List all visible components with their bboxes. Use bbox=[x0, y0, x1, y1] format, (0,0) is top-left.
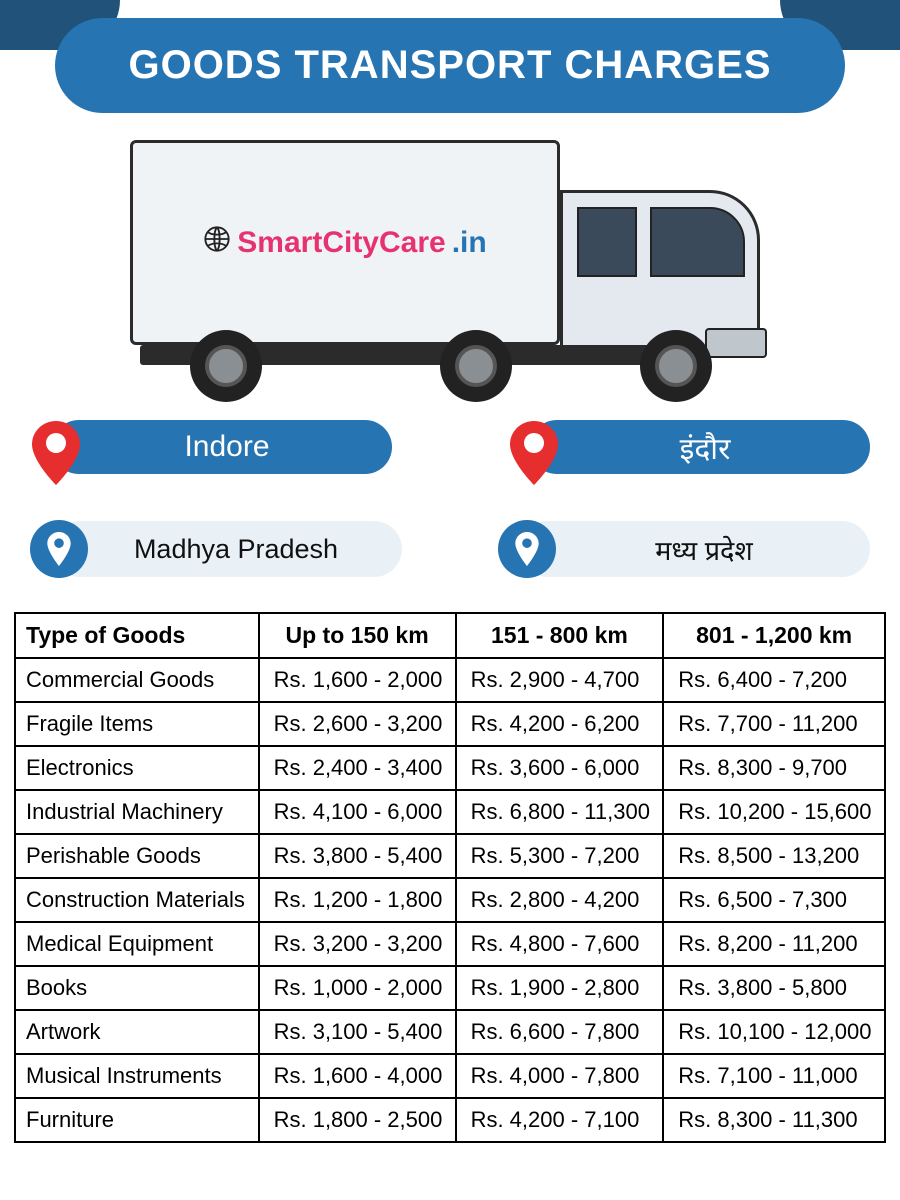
brand-name: SmartCityCare bbox=[237, 226, 445, 260]
city-hindi: इंदौर bbox=[508, 420, 870, 474]
location-pin-icon bbox=[498, 520, 556, 578]
table-header-cell: Up to 150 km bbox=[259, 613, 456, 658]
truck-wheel bbox=[440, 330, 512, 402]
state-hindi: मध्य प्रदेश bbox=[498, 520, 870, 578]
table-row: Construction MaterialsRs. 1,200 - 1,800R… bbox=[15, 878, 885, 922]
city-english: Indore bbox=[30, 420, 392, 474]
table-cell: Rs. 6,800 - 11,300 bbox=[456, 790, 664, 834]
table-cell: Rs. 2,800 - 4,200 bbox=[456, 878, 664, 922]
table-cell: Rs. 8,500 - 13,200 bbox=[663, 834, 885, 878]
table-row: Industrial MachineryRs. 4,100 - 6,000Rs.… bbox=[15, 790, 885, 834]
table-cell: Fragile Items bbox=[15, 702, 259, 746]
table-cell: Construction Materials bbox=[15, 878, 259, 922]
table-cell: Rs. 3,100 - 5,400 bbox=[259, 1010, 456, 1054]
truck-side-window bbox=[577, 207, 637, 277]
table-cell: Rs. 8,200 - 11,200 bbox=[663, 922, 885, 966]
table-cell: Rs. 4,200 - 7,100 bbox=[456, 1098, 664, 1142]
state-row: Madhya Pradesh मध्य प्रदेश bbox=[30, 520, 870, 578]
table-cell: Rs. 6,400 - 7,200 bbox=[663, 658, 885, 702]
table-row: Fragile ItemsRs. 2,600 - 3,200Rs. 4,200 … bbox=[15, 702, 885, 746]
truck-trailer: SmartCityCare.in bbox=[130, 140, 560, 345]
table-cell: Rs. 1,200 - 1,800 bbox=[259, 878, 456, 922]
table-cell: Musical Instruments bbox=[15, 1054, 259, 1098]
table-cell: Rs. 8,300 - 11,300 bbox=[663, 1098, 885, 1142]
table-cell: Rs. 4,000 - 7,800 bbox=[456, 1054, 664, 1098]
table-cell: Rs. 2,600 - 3,200 bbox=[259, 702, 456, 746]
page-title: GOODS TRANSPORT CHARGES bbox=[55, 18, 845, 113]
city-row: Indore इंदौर bbox=[30, 420, 870, 474]
table-row: FurnitureRs. 1,800 - 2,500Rs. 4,200 - 7,… bbox=[15, 1098, 885, 1142]
brand-tld: .in bbox=[452, 226, 487, 260]
table-header-cell: 801 - 1,200 km bbox=[663, 613, 885, 658]
table-cell: Rs. 6,600 - 7,800 bbox=[456, 1010, 664, 1054]
table-cell: Rs. 4,100 - 6,000 bbox=[259, 790, 456, 834]
table-cell: Rs. 4,800 - 7,600 bbox=[456, 922, 664, 966]
truck-wheel bbox=[640, 330, 712, 402]
table-cell: Rs. 1,000 - 2,000 bbox=[259, 966, 456, 1010]
table-cell: Furniture bbox=[15, 1098, 259, 1142]
table-row: Commercial GoodsRs. 1,600 - 2,000Rs. 2,9… bbox=[15, 658, 885, 702]
truck-wheel bbox=[190, 330, 262, 402]
table-cell: Rs. 3,800 - 5,400 bbox=[259, 834, 456, 878]
location-pin-icon bbox=[30, 421, 82, 473]
table-cell: Commercial Goods bbox=[15, 658, 259, 702]
table-cell: Perishable Goods bbox=[15, 834, 259, 878]
state-label-en: Madhya Pradesh bbox=[52, 521, 402, 577]
table-cell: Rs. 10,100 - 12,000 bbox=[663, 1010, 885, 1054]
table-cell: Rs. 7,700 - 11,200 bbox=[663, 702, 885, 746]
globe-icon bbox=[203, 225, 231, 260]
table-cell: Books bbox=[15, 966, 259, 1010]
table-cell: Rs. 1,600 - 4,000 bbox=[259, 1054, 456, 1098]
table-row: BooksRs. 1,000 - 2,000Rs. 1,900 - 2,800R… bbox=[15, 966, 885, 1010]
location-pin-icon bbox=[508, 421, 560, 473]
table-cell: Rs. 6,500 - 7,300 bbox=[663, 878, 885, 922]
table-cell: Rs. 3,200 - 3,200 bbox=[259, 922, 456, 966]
table-row: Musical InstrumentsRs. 1,600 - 4,000Rs. … bbox=[15, 1054, 885, 1098]
table-cell: Rs. 4,200 - 6,200 bbox=[456, 702, 664, 746]
table-cell: Rs. 3,600 - 6,000 bbox=[456, 746, 664, 790]
table-cell: Rs. 8,300 - 9,700 bbox=[663, 746, 885, 790]
truck-bumper bbox=[705, 328, 767, 358]
table-row: ArtworkRs. 3,100 - 5,400Rs. 6,600 - 7,80… bbox=[15, 1010, 885, 1054]
table-row: Perishable GoodsRs. 3,800 - 5,400Rs. 5,3… bbox=[15, 834, 885, 878]
charges-table: Type of GoodsUp to 150 km151 - 800 km801… bbox=[14, 612, 886, 1143]
table-cell: Industrial Machinery bbox=[15, 790, 259, 834]
table-cell: Rs. 3,800 - 5,800 bbox=[663, 966, 885, 1010]
table-cell: Rs. 2,400 - 3,400 bbox=[259, 746, 456, 790]
state-label-hi: मध्य प्रदेश bbox=[520, 521, 870, 577]
state-english: Madhya Pradesh bbox=[30, 520, 402, 578]
table-cell: Rs. 2,900 - 4,700 bbox=[456, 658, 664, 702]
table-cell: Rs. 1,600 - 2,000 bbox=[259, 658, 456, 702]
table-row: Medical EquipmentRs. 3,200 - 3,200Rs. 4,… bbox=[15, 922, 885, 966]
truck-illustration: SmartCityCare.in bbox=[130, 130, 770, 410]
table-cell: Rs. 1,900 - 2,800 bbox=[456, 966, 664, 1010]
city-label-en: Indore bbox=[52, 420, 392, 474]
city-label-hi: इंदौर bbox=[530, 420, 870, 474]
table-header-row: Type of GoodsUp to 150 km151 - 800 km801… bbox=[15, 613, 885, 658]
table-header-cell: 151 - 800 km bbox=[456, 613, 664, 658]
table-cell: Rs. 1,800 - 2,500 bbox=[259, 1098, 456, 1142]
table-cell: Electronics bbox=[15, 746, 259, 790]
table-cell: Rs. 10,200 - 15,600 bbox=[663, 790, 885, 834]
table-cell: Artwork bbox=[15, 1010, 259, 1054]
table-header-cell: Type of Goods bbox=[15, 613, 259, 658]
truck-cab bbox=[560, 190, 760, 348]
truck-windshield bbox=[650, 207, 745, 277]
table-cell: Rs. 7,100 - 11,000 bbox=[663, 1054, 885, 1098]
table-row: ElectronicsRs. 2,400 - 3,400Rs. 3,600 - … bbox=[15, 746, 885, 790]
table-cell: Medical Equipment bbox=[15, 922, 259, 966]
table-cell: Rs. 5,300 - 7,200 bbox=[456, 834, 664, 878]
location-pin-icon bbox=[30, 520, 88, 578]
